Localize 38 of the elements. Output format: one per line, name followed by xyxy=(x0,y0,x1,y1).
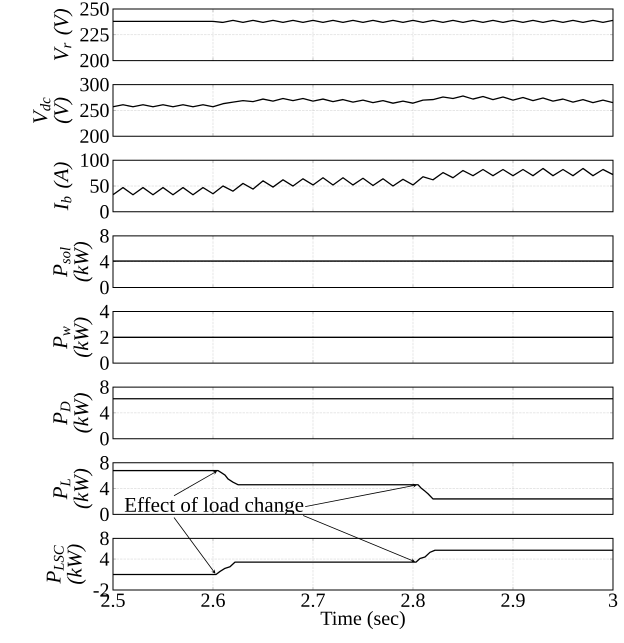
y-tick-label: 0 xyxy=(100,356,109,370)
y-tick-label: 8 xyxy=(100,380,109,394)
y-tick-label: 4 xyxy=(100,552,110,566)
y-tick-label: 0 xyxy=(100,508,109,522)
y-tick-label: 225 xyxy=(80,28,109,42)
y-tick-label: 50 xyxy=(90,179,109,193)
y-axis-title: P$_{w}$ (kW) xyxy=(53,318,93,357)
y-tick-label: 300 xyxy=(80,78,109,92)
y-tick-label: 4 xyxy=(100,255,110,268)
y-tick-label: 200 xyxy=(80,129,109,143)
y-tick-label: 250 xyxy=(80,2,109,16)
y-tick-label: 8 xyxy=(100,532,109,546)
y-tick-label: 8 xyxy=(100,456,109,470)
y-axis-title: V$_{dc}$ (V) xyxy=(33,97,73,124)
y-tick-label: 0 xyxy=(100,205,109,219)
x-tick-label: 2.6 xyxy=(201,594,225,608)
y-axis-title: P$_{LSC}$ (kW) xyxy=(46,544,86,584)
y-tick-label: 4 xyxy=(100,304,110,318)
y-axis-title: I$_{b}$ (A) xyxy=(54,162,73,210)
x-axis-title: Time (sec) xyxy=(320,610,405,630)
x-tick-label: 3 xyxy=(608,594,618,607)
y-tick-label: 0 xyxy=(100,280,109,294)
y-tick-label: 200 xyxy=(80,54,109,68)
y-axis-title: P$_{L}$ (kW) xyxy=(53,468,93,508)
y-axis-title: P$_{D}$ (kW) xyxy=(53,393,93,433)
y-tick-label: 4 xyxy=(100,406,110,420)
y-tick-label: 100 xyxy=(81,153,109,167)
x-tick-label: 2.7 xyxy=(301,594,325,608)
y-tick-label: 2 xyxy=(100,330,108,344)
y-tick-label: 4 xyxy=(100,482,110,496)
y-axis-title: V$_{r}$ (V) xyxy=(54,9,73,60)
annotation: Effect of load change xyxy=(124,496,304,516)
x-tick-label: 2.9 xyxy=(501,594,525,608)
y-tick-label: 0 xyxy=(100,432,109,446)
y-tick-label: 250 xyxy=(80,104,109,118)
x-tick-label: 2.8 xyxy=(401,594,425,608)
y-axis-title: P$_{sol}$ (kW) xyxy=(53,242,93,282)
y-tick-label: 8 xyxy=(100,229,109,243)
